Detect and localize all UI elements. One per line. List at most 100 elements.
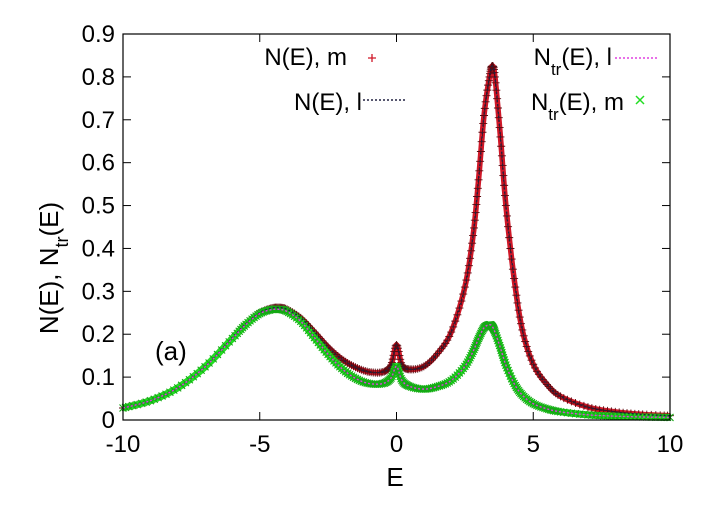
series-0-point [349,362,358,371]
series-3-point [531,400,539,409]
legend-entry: Ntr(E), l [534,44,657,79]
series-0-point [361,367,370,376]
series-0-point [423,359,432,368]
series-3-point [169,386,178,395]
series-1-line [122,65,671,417]
x-tick-label: 5 [527,431,540,458]
series-3-point [388,372,396,381]
axes: -10 -5 0 5 10 0 0.1 0.2 0.3 0.4 0.5 0.6 0.7 0.8 0.9 [82,21,684,458]
legend-label-sub: tr [551,60,562,79]
y-tick-label: 0.5 [82,193,115,220]
series-0-point [457,297,466,306]
series-0-point [531,363,540,372]
series-3-point [500,356,509,364]
series-3-point [498,351,507,360]
y-tick-label: 0.7 [82,107,115,134]
series-3-point [469,347,477,356]
y-tick-label: 0.9 [82,21,115,48]
legend-label-end: (E), m [559,89,624,116]
series-0-point [556,392,565,401]
series-3-point [351,374,360,383]
series-0-point [429,354,438,363]
legend-label-main: N [534,44,551,71]
legend-label-main: N [531,89,548,116]
x-tick-label: -5 [249,431,270,458]
series-0-point [441,339,450,348]
x-tick-label: 10 [657,431,684,458]
series-3-point [443,379,452,387]
legend-label: N(E), l [294,89,362,116]
legend-entry: N(E), l [294,89,405,116]
series-0-point [353,364,362,373]
panel-annotation: (a) [155,336,187,366]
y-tick-label: 0 [102,407,115,434]
series-0-point [529,360,538,369]
series-0-point [357,365,366,374]
series-0-point [345,360,354,369]
series-0-point [579,401,588,410]
x-tick-label: -10 [106,431,141,458]
legend-label: N(E), m [264,44,347,71]
legend-swatch [635,95,645,105]
series-0-point [548,386,557,395]
y-tick-label: 0.4 [82,235,115,262]
legend-label-end: (E), l [561,44,612,71]
series-0-point [575,400,584,409]
series-0-point [525,351,534,360]
series-2-line [122,308,671,419]
series-3-point [465,356,473,364]
series-3-point [498,348,506,357]
series-0-point [544,382,553,391]
legend-entry: Ntr(E), m [531,89,645,124]
series-0-point [527,356,536,365]
series-1 [122,65,671,417]
legend-label-main: N(E), m [264,44,347,71]
series-3-point [133,400,142,409]
y-axis-label-main: N(E), N [34,248,64,335]
series-3-point [394,367,403,375]
series-3-point [395,369,404,378]
y-axis-label-end: (E) [34,202,64,237]
series-0-point [415,364,424,373]
legend-label: Ntr(E), m [531,89,624,124]
series-3-point [509,377,517,386]
series-0-point [445,332,454,341]
series-3-point [378,379,387,388]
y-tick-label: 0.3 [82,278,115,305]
y-tick-label: 0.1 [82,364,115,391]
plot-area [119,62,674,422]
series-3-point [503,363,511,372]
series-0-point [567,397,576,406]
series-0-point [329,348,338,357]
legend-label: Ntr(E), l [534,44,612,79]
series-0-point [451,317,460,326]
y-axis-label: N(E), Ntr(E) [34,202,72,334]
y-tick-label: 0.8 [82,64,115,91]
series-0-point [571,399,580,408]
legend-label-main: N(E), l [294,89,362,116]
y-tick-label: 0.6 [82,150,115,177]
series-0-point [443,336,452,345]
y-axis-label-sub: tr [52,236,72,247]
series-3-point [494,336,502,345]
legend-swatch [368,54,376,62]
series-2 [122,308,671,419]
series-3-point [507,374,516,383]
x-tick-label: 0 [390,431,403,458]
series-3 [119,305,674,422]
series-0-point [583,403,592,412]
series-3-point [355,376,364,385]
series-3-band [122,305,671,421]
series-3-point [463,358,472,366]
y-tick-label: 0.2 [82,321,115,348]
series-3-point [128,401,137,410]
series-3-point [142,398,151,406]
series-0-point [549,387,558,396]
series-3-point [491,329,500,338]
series-3-point [137,399,146,408]
series-3-point [496,344,505,352]
series-0-point [447,328,456,337]
legend-entry: N(E), m [264,44,376,71]
